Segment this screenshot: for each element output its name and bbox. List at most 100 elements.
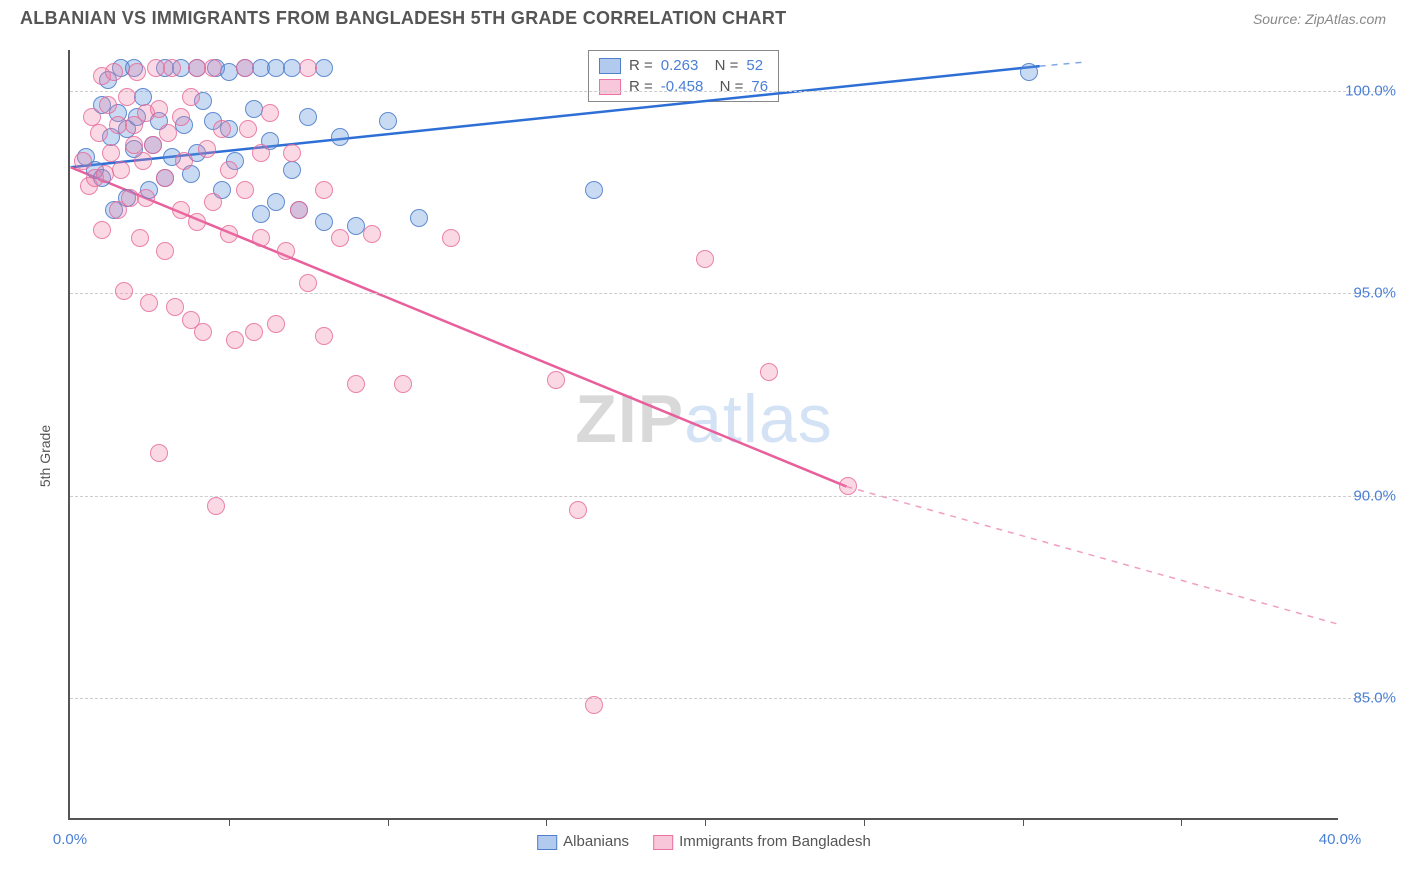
ytick-label: 85.0% [1342,690,1396,707]
data-point [585,696,603,714]
data-point [74,152,92,170]
chart-title: ALBANIAN VS IMMIGRANTS FROM BANGLADESH 5… [20,8,786,29]
data-point [99,96,117,114]
data-point [150,444,168,462]
data-point [410,209,428,227]
data-point [245,323,263,341]
data-point [115,282,133,300]
data-point [102,144,120,162]
data-point [569,501,587,519]
xtick [388,818,389,826]
gridline [70,293,1386,294]
data-point [172,108,190,126]
data-point [236,59,254,77]
data-point [696,250,714,268]
legend-r-value-1: 0.263 [661,57,699,74]
data-point [363,225,381,243]
data-point [299,274,317,292]
data-point [299,59,317,77]
xtick [864,818,865,826]
data-point [163,59,181,77]
xtick-label: 40.0% [1319,831,1362,848]
legend-label-1: Albanians [563,833,629,850]
xtick [1023,818,1024,826]
data-point [188,213,206,231]
chart-container: 5th Grade ZIPatlas R = 0.263 N = 52 R = … [20,40,1386,872]
ytick-label: 100.0% [1342,82,1396,99]
data-point [239,120,257,138]
data-point [90,124,108,142]
watermark: ZIPatlas [575,380,832,458]
data-point [118,88,136,106]
xtick [1181,818,1182,826]
data-point [150,100,168,118]
data-point [213,120,231,138]
correlation-legend: R = 0.263 N = 52 R = -0.458 N = 76 [588,50,779,102]
legend-n-value-1: 52 [746,57,763,74]
legend-n-label: N = [711,78,743,95]
data-point [379,112,397,130]
legend-label-2: Immigrants from Bangladesh [679,833,871,850]
data-point [144,136,162,154]
swatch-pink-icon [599,79,621,95]
gridline [70,91,1386,92]
data-point [140,294,158,312]
data-point [315,59,333,77]
data-point [331,128,349,146]
data-point [220,161,238,179]
swatch-blue-icon [599,58,621,74]
data-point [315,327,333,345]
data-point [226,331,244,349]
data-point [134,88,152,106]
data-point [198,140,216,158]
ytick-label: 95.0% [1342,285,1396,302]
data-point [283,144,301,162]
trend-lines [70,50,1338,818]
legend-r-label: R = [629,78,653,95]
data-point [394,375,412,393]
data-point [547,371,565,389]
data-point [315,181,333,199]
chart-source: Source: ZipAtlas.com [1253,11,1386,27]
legend-row-bangladesh: R = -0.458 N = 76 [599,76,768,97]
xtick [229,818,230,826]
data-point [128,63,146,81]
legend-item-albanians: Albanians [537,833,629,850]
data-point [267,315,285,333]
swatch-pink-icon [653,835,673,850]
data-point [347,375,365,393]
data-point [175,152,193,170]
series-legend: Albanians Immigrants from Bangladesh [537,833,871,850]
data-point [207,497,225,515]
data-point [442,229,460,247]
data-point [839,477,857,495]
data-point [156,242,174,260]
legend-row-albanians: R = 0.263 N = 52 [599,55,768,76]
data-point [261,104,279,122]
data-point [166,298,184,316]
data-point [760,363,778,381]
legend-n-value-2: 76 [751,78,768,95]
data-point [204,193,222,211]
legend-n-label: N = [706,57,738,74]
legend-item-bangladesh: Immigrants from Bangladesh [653,833,871,850]
data-point [1020,63,1038,81]
data-point [220,225,238,243]
data-point [236,181,254,199]
data-point [252,144,270,162]
data-point [156,169,174,187]
xtick-label: 0.0% [53,831,87,848]
data-point [112,161,130,179]
data-point [137,189,155,207]
data-point [159,124,177,142]
data-point [315,213,333,231]
data-point [267,193,285,211]
data-point [131,229,149,247]
data-point [93,221,111,239]
gridline [70,698,1386,699]
gridline [70,496,1386,497]
ytick-label: 90.0% [1342,487,1396,504]
y-axis-label: 5th Grade [37,425,53,487]
data-point [134,152,152,170]
xtick [705,818,706,826]
